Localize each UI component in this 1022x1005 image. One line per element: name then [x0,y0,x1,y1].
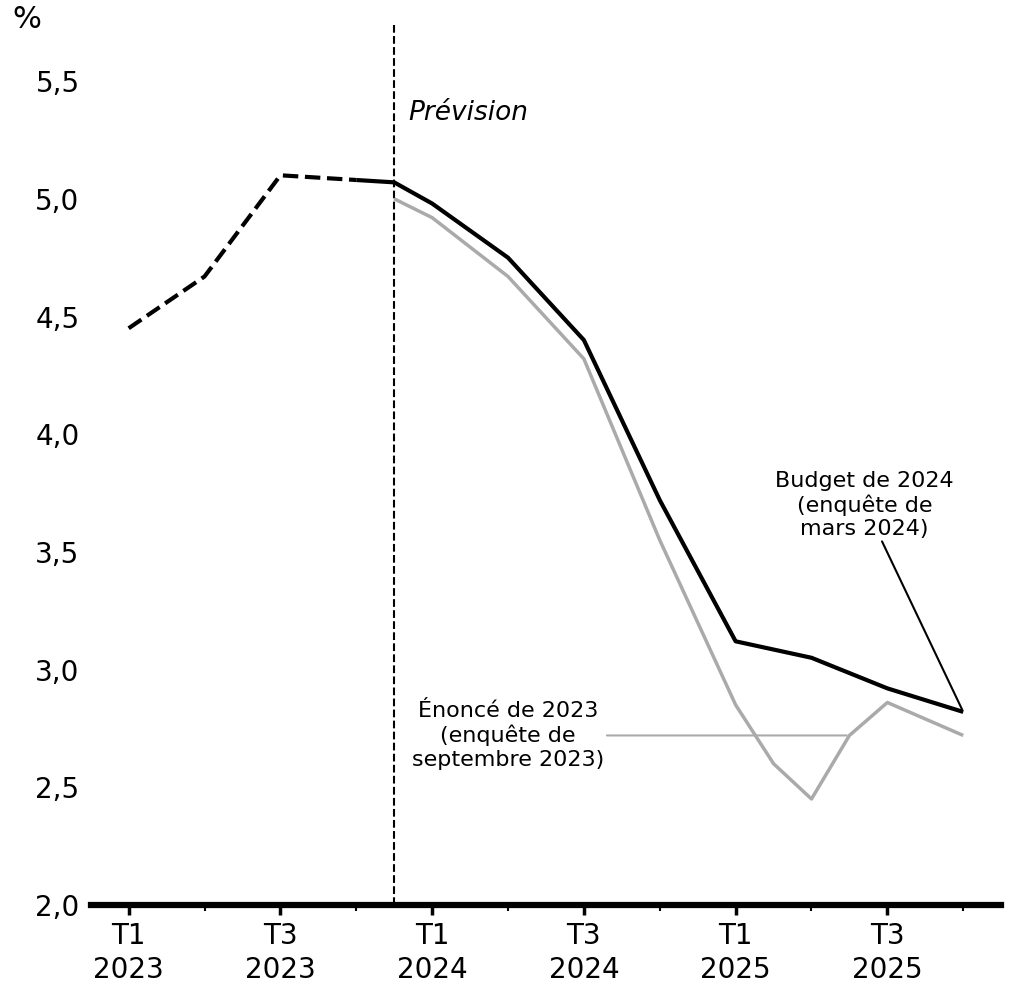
Y-axis label: %: % [12,5,42,33]
Text: Budget de 2024
(enquête de
mars 2024): Budget de 2024 (enquête de mars 2024) [776,470,962,710]
Text: Énoncé de 2023
(enquête de
septembre 2023): Énoncé de 2023 (enquête de septembre 202… [412,701,846,770]
Text: Prévision: Prévision [408,99,527,126]
